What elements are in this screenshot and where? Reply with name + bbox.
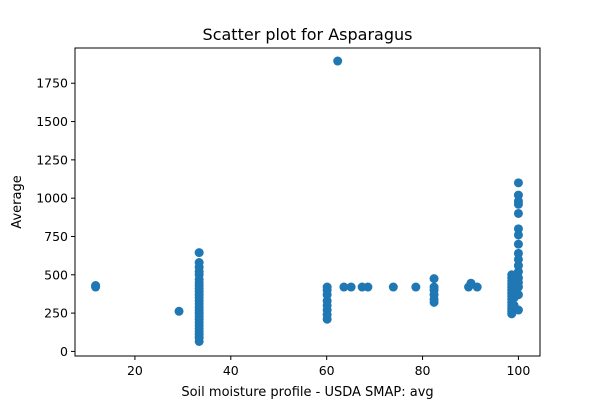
- data-point-37: [322, 314, 332, 324]
- x-tick-label-20: 20: [127, 363, 143, 378]
- data-point-39: [339, 282, 349, 292]
- data-points: [91, 56, 523, 346]
- data-point-29: [194, 336, 204, 346]
- y-axis-label: Average: [10, 175, 25, 228]
- data-point-77: [513, 230, 523, 240]
- data-point-4: [194, 248, 204, 258]
- data-point-78: [513, 239, 523, 249]
- data-point-44: [411, 282, 421, 292]
- x-tick-label-60: 60: [319, 363, 335, 378]
- data-point-38: [333, 56, 343, 66]
- data-point-2: [91, 281, 101, 291]
- data-point-50: [429, 297, 439, 307]
- y-tick-label-250: 250: [44, 306, 68, 321]
- y-tick-label-1750: 1750: [36, 76, 68, 91]
- x-axis-label: Soil moisture profile - USDA SMAP: avg: [181, 385, 433, 400]
- x-axis: 20 40 60 80 100: [127, 356, 530, 378]
- data-point-42: [363, 282, 373, 292]
- y-tick-label-1500: 1500: [36, 114, 68, 129]
- x-tick-label-80: 80: [415, 363, 431, 378]
- y-tick-label-1250: 1250: [36, 152, 68, 167]
- data-point-3: [174, 306, 184, 316]
- data-point-85: [513, 282, 523, 292]
- y-tick-label-1000: 1000: [36, 191, 68, 206]
- x-tick-label-100: 100: [506, 363, 530, 378]
- data-point-87: [513, 305, 523, 315]
- chart-title: Scatter plot for Asparagus: [203, 25, 413, 44]
- data-point-75: [513, 208, 523, 218]
- y-tick-label-500: 500: [44, 267, 68, 282]
- data-point-71: [513, 178, 523, 188]
- data-point-74: [513, 199, 523, 209]
- y-axis: 0 250 500 750 1000 1250 1500 1750: [36, 76, 75, 359]
- data-point-86: [513, 290, 523, 300]
- x-tick-label-40: 40: [223, 363, 239, 378]
- data-point-40: [346, 282, 356, 292]
- data-point-53: [472, 282, 482, 292]
- plot-area-frame: [74, 47, 541, 357]
- data-point-43: [388, 282, 398, 292]
- data-point-67: [507, 309, 517, 319]
- y-tick-label-0: 0: [60, 344, 68, 359]
- y-tick-label-750: 750: [44, 229, 68, 244]
- data-point-45: [429, 274, 439, 284]
